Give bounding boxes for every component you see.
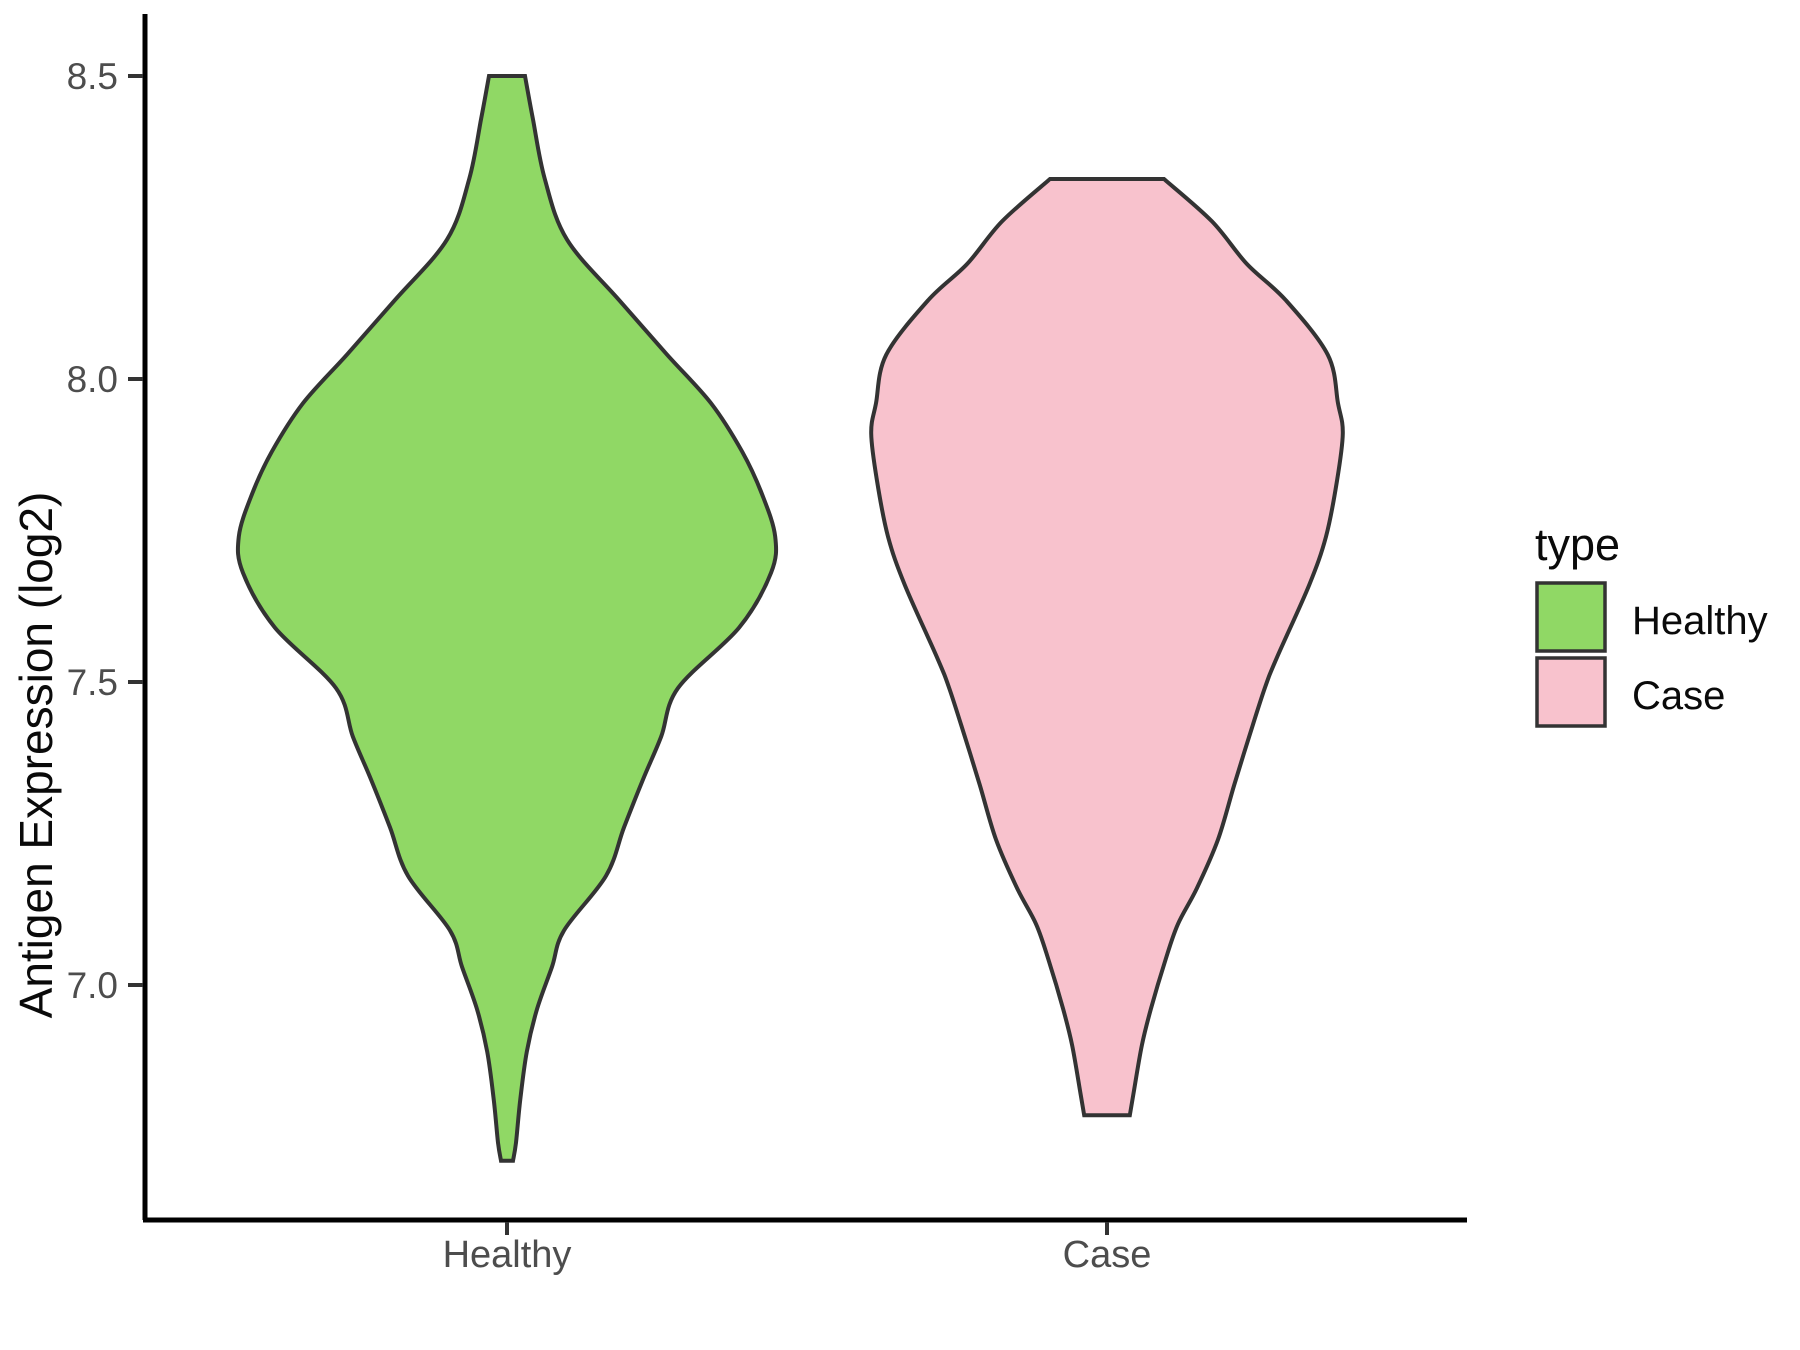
x-tick-label: Healthy xyxy=(443,1234,572,1276)
legend-label-healthy: Healthy xyxy=(1632,599,1768,643)
plot-panel: 8.5 8.0 7.5 7.0 Healthy Case xyxy=(67,14,1467,1276)
legend-swatch-case xyxy=(1535,656,1607,728)
x-tick-label: Case xyxy=(1063,1234,1152,1276)
violin-case xyxy=(869,177,1345,1118)
y-tick-label: 7.5 xyxy=(67,662,118,703)
legend-title: type xyxy=(1535,519,1620,570)
y-tick-label: 7.0 xyxy=(67,965,118,1006)
violin-healthy xyxy=(235,74,779,1163)
y-tick-label: 8.0 xyxy=(67,359,118,400)
legend-swatch-healthy xyxy=(1535,581,1607,653)
y-tick-label: 8.5 xyxy=(67,56,118,97)
y-axis-title: Antigen Expression (log2) xyxy=(10,492,62,1019)
legend: type Healthy Case xyxy=(1535,519,1768,728)
legend-label-case: Case xyxy=(1632,674,1725,718)
